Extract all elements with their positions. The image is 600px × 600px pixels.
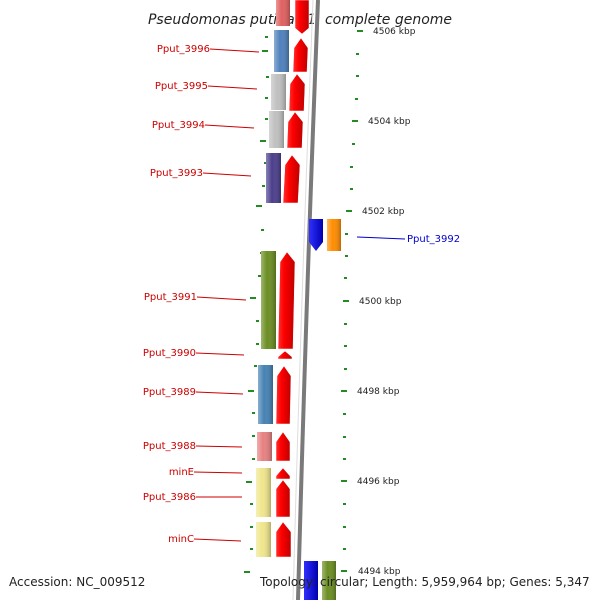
tick-label: 4504 kbp: [368, 117, 411, 127]
topology-text: Topology: circular; Length: 5,959,964 bp…: [260, 575, 590, 589]
right-tick-column: [341, 30, 363, 572]
gene-label[interactable]: Pput_3996: [157, 44, 210, 55]
cog-bars: [256, 0, 341, 600]
gene-label[interactable]: Pput_3990: [143, 348, 196, 359]
gene-arrow-minC[interactable]: [275, 521, 292, 558]
gene-arrow-3996[interactable]: [292, 37, 309, 73]
gene-labels-right: Pput_3992: [407, 234, 460, 245]
gene-label[interactable]: Pput_3993: [150, 168, 203, 179]
gene-label[interactable]: Pput_3992: [407, 234, 460, 245]
gene-label[interactable]: Pput_3991: [144, 292, 197, 303]
gene-arrow-3993[interactable]: [282, 154, 301, 204]
left-tick-column: [244, 36, 269, 573]
gene-label[interactable]: Pput_3986: [143, 492, 196, 503]
gene-label[interactable]: Pput_3995: [155, 81, 208, 92]
gene-arrow-3989[interactable]: [275, 365, 292, 425]
gene-arrow-3991[interactable]: [277, 251, 296, 350]
gene-label[interactable]: Pput_3989: [143, 387, 196, 398]
leader-lines: [193, 48, 406, 542]
gene-labels-left: Pput_3996 Pput_3995 Pput_3994 Pput_3993 …: [143, 44, 210, 545]
gene-arrows-plus: [304, 219, 323, 600]
gene-label[interactable]: minC: [168, 534, 194, 545]
accession-text: Accession: NC_009512: [9, 575, 146, 589]
gene-arrow-3995[interactable]: [288, 73, 306, 112]
gene-arrow-3994[interactable]: [286, 111, 304, 149]
gene-arrows-minus: [275, 0, 310, 558]
tick-label: 4502 kbp: [362, 207, 405, 217]
gene-arrow-3986[interactable]: [275, 479, 291, 518]
tick-label: 4494 kbp: [358, 567, 401, 577]
gene-arrow-3997[interactable]: [294, 0, 310, 35]
gene-arrow-minE[interactable]: [275, 467, 291, 480]
tick-label: 4496 kbp: [357, 477, 400, 487]
gene-arrow-3988[interactable]: [275, 431, 291, 462]
gene-label[interactable]: Pput_3994: [152, 120, 205, 131]
kbp-labels: 4506 kbp 4504 kbp 4502 kbp 4500 kbp 4498…: [357, 27, 416, 577]
gene-arrow-bottom[interactable]: [304, 561, 318, 600]
tick-label: 4498 kbp: [357, 387, 400, 397]
gene-label[interactable]: Pput_3988: [143, 441, 196, 452]
tick-label: 4506 kbp: [373, 27, 416, 37]
tick-label: 4500 kbp: [359, 297, 402, 307]
backbone-inner: [292, 0, 314, 600]
gene-label[interactable]: minE: [169, 467, 194, 478]
gene-arrow-3992[interactable]: [309, 219, 323, 251]
backbone-outer: [296, 0, 320, 600]
gene-arrow-3990[interactable]: [277, 350, 293, 360]
